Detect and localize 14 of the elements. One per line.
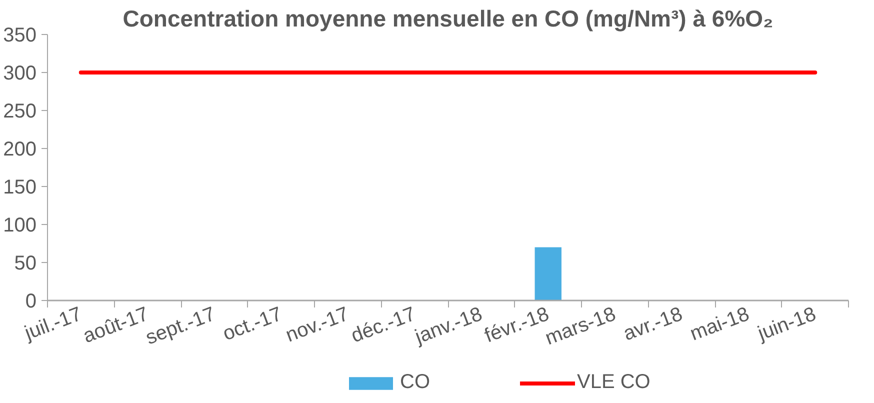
y-tick-label: 200 xyxy=(3,138,37,160)
y-tick-label: 100 xyxy=(3,214,37,236)
legend-label: CO xyxy=(400,371,430,394)
y-tick-label: 0 xyxy=(25,290,36,312)
y-tick-label: 350 xyxy=(3,24,37,46)
chart-title: Concentration moyenne mensuelle en CO (mg/Nm³) à 6%O₂ xyxy=(122,6,774,32)
x-tick-label: oct.-17 xyxy=(220,303,286,346)
y-tick-label: 50 xyxy=(14,252,37,274)
x-tick-label: avr.-18 xyxy=(620,303,686,346)
x-tick-label: mai-18 xyxy=(687,303,752,346)
y-tick-label: 150 xyxy=(3,176,37,198)
legend-label: VLE CO xyxy=(577,371,650,394)
y-tick-label: 300 xyxy=(3,62,37,84)
y-tick-label: 250 xyxy=(3,100,37,122)
